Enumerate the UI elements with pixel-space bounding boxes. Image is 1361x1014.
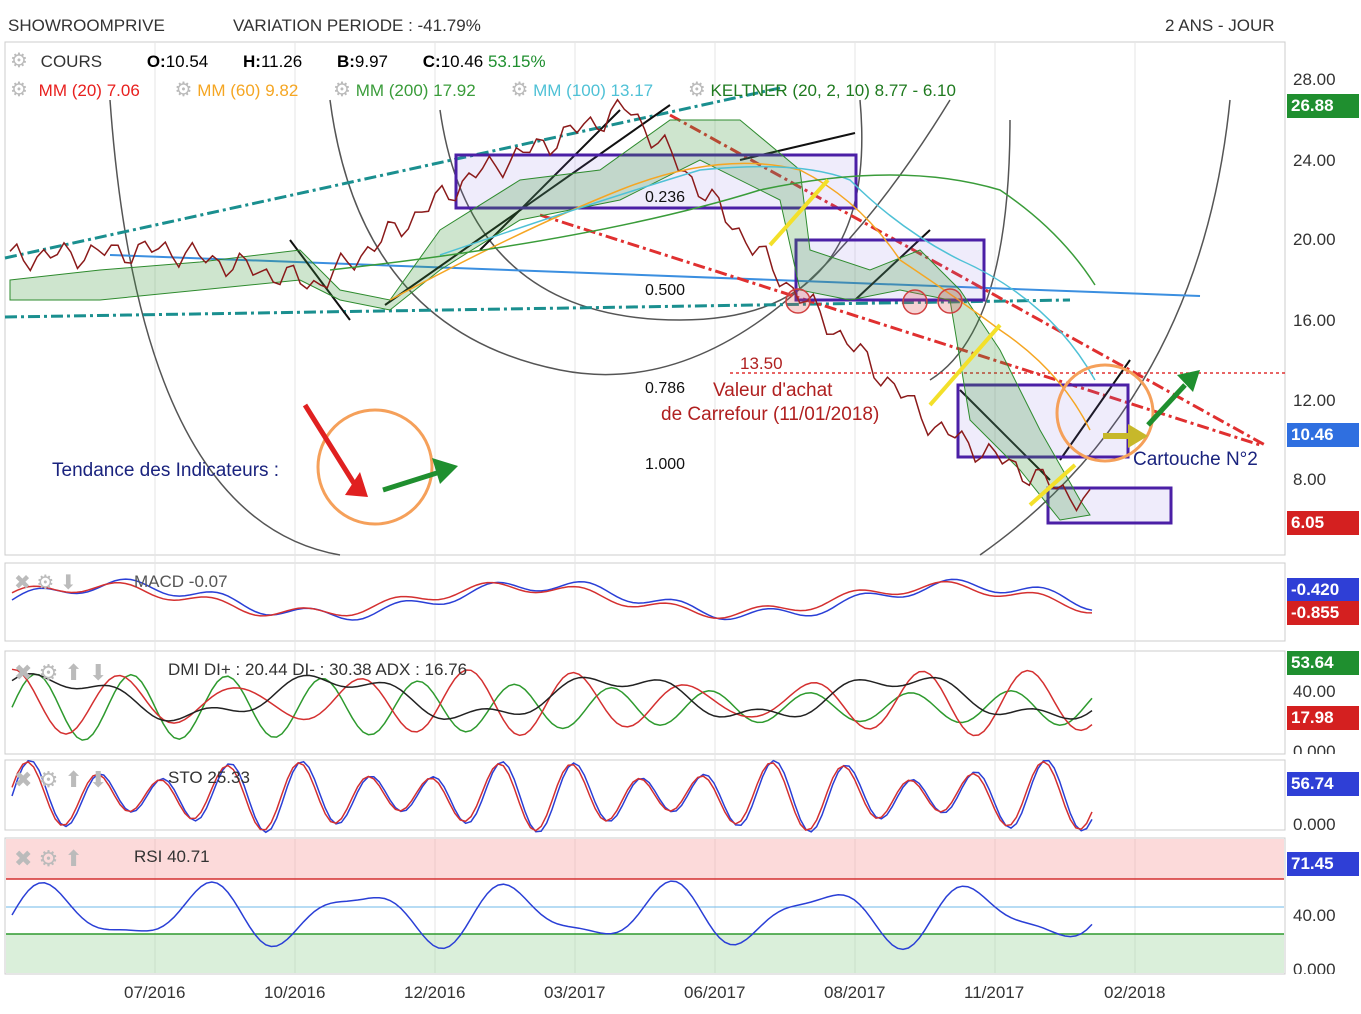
macd-line	[11, 578, 1093, 621]
x-tick: 11/2017	[964, 983, 1025, 1002]
trend-arrows	[302, 370, 1200, 497]
support-circles	[785, 288, 963, 315]
price-tick: 28.00	[1293, 70, 1336, 89]
fib-0500: 0.500	[645, 282, 686, 299]
price-badge-high: 26.88	[1287, 94, 1359, 118]
indicators-legend: ⚙ MM (20) 7.06 ⚙ MM (60) 9.82 ⚙ MM (200)…	[10, 79, 956, 101]
symbol: SHOWROOMPRIVE	[8, 16, 165, 35]
price-tick: 12.00	[1293, 391, 1336, 410]
rsi-overbought-zone	[6, 839, 1284, 879]
dmi-tick: 0.000	[1293, 742, 1336, 754]
macd-label: MACD -0.07	[134, 572, 228, 591]
fibonacci-arcs	[109, 99, 1231, 556]
gear-icon[interactable]: ⚙	[510, 79, 529, 101]
x-tick: 08/2017	[824, 983, 886, 1002]
trend-label: Tendance des Indicateurs :	[52, 460, 280, 481]
gear-icon[interactable]: ⚙	[36, 572, 55, 594]
gear-icon[interactable]: ⚙	[38, 660, 59, 685]
yellow-markers	[768, 178, 1077, 507]
di-plus-line	[11, 673, 1093, 741]
rsi-label: RSI 40.71	[134, 847, 210, 866]
buy-label-2: de Carrefour (11/01/2018)	[661, 404, 880, 425]
sto-d-line	[11, 760, 1093, 832]
gear-icon[interactable]: ⚙	[38, 846, 59, 871]
rsi-badge: 71.45	[1287, 852, 1359, 876]
gear-icon[interactable]: ⚙	[174, 79, 193, 101]
arrow-up-icon[interactable]: ⬆	[64, 767, 83, 792]
dmi-controls[interactable]: ✖ ⚙ ⬆ ⬇	[14, 660, 107, 686]
close-icon[interactable]: ✖	[14, 572, 31, 594]
dmi-tick: 40.00	[1293, 682, 1336, 701]
arrow-up-icon[interactable]: ⬆	[64, 846, 83, 871]
gear-icon[interactable]: ⚙	[10, 79, 28, 101]
variation: VARIATION PERIODE : -41.79%	[233, 16, 481, 35]
x-tick: 07/2016	[124, 983, 186, 1002]
arrow-down-icon[interactable]: ⬇	[59, 572, 77, 594]
grid-lines	[154, 42, 1136, 974]
rsi-line	[11, 880, 1093, 951]
trend-circle	[316, 408, 434, 526]
arrow-down-icon[interactable]: ⬇	[88, 767, 108, 792]
cartouche-label: Cartouche N°2	[1133, 449, 1258, 470]
arrow-down-icon[interactable]: ⬇	[88, 660, 108, 685]
gear-icon[interactable]: ⚙	[333, 79, 351, 101]
sto-label: STO 25.33	[168, 768, 250, 787]
price-series	[9, 98, 1091, 513]
fib-0236: 0.236	[645, 189, 686, 206]
price-zones	[454, 153, 1173, 525]
x-tick: 12/2016	[404, 983, 466, 1002]
close-icon[interactable]: ✖	[14, 846, 33, 871]
period[interactable]: 2 ANS - JOUR	[1165, 16, 1275, 35]
macd-signal	[11, 580, 1093, 620]
level-label: 13.50	[740, 354, 783, 373]
resistance-line	[4, 86, 781, 260]
red-trend-1	[669, 113, 1266, 447]
gear-icon[interactable]: ⚙	[687, 79, 706, 101]
sto-controls[interactable]: ✖ ⚙ ⬆ ⬇	[14, 767, 107, 793]
close-icon[interactable]: ✖	[14, 660, 33, 685]
ohlc-legend: ⚙ COURS O:10.54 H:11.26 B:9.97 C:10.46 5…	[10, 50, 546, 72]
macd-controls[interactable]: ✖ ⚙ ⬇	[14, 570, 77, 595]
close-icon[interactable]: ✖	[14, 767, 33, 792]
keltner-band	[9, 119, 1091, 521]
rsi-tick: 0.000	[1293, 960, 1336, 974]
adx-line	[11, 673, 1093, 722]
rsi-oversold-zone	[6, 934, 1284, 973]
price-badge-low: 6.05	[1287, 511, 1359, 535]
sto-badge: 56.74	[1287, 772, 1359, 796]
sto-tick: 0.000	[1293, 815, 1336, 834]
support-line	[4, 298, 1071, 319]
x-tick: 02/2018	[1104, 983, 1166, 1002]
x-tick: 03/2017	[544, 983, 606, 1002]
dmi-badge-1: 53.64	[1287, 651, 1359, 675]
macd-badge-2: -0.855	[1287, 601, 1359, 625]
buy-label-1: Valeur d'achat	[713, 380, 833, 401]
x-tick: 10/2016	[264, 983, 326, 1002]
gear-icon[interactable]: ⚙	[38, 767, 59, 792]
macd-badge-1: -0.420	[1287, 578, 1359, 602]
price-tick: 20.00	[1293, 230, 1336, 249]
arrow-up-icon[interactable]: ⬆	[64, 660, 83, 685]
gear-icon[interactable]: ⚙	[10, 50, 28, 72]
blue-trend	[109, 254, 1201, 297]
price-badge-last: 10.46	[1287, 423, 1359, 447]
cartouche-circle	[1055, 363, 1155, 463]
red-trend-2	[539, 213, 1261, 447]
rsi-tick: 40.00	[1293, 906, 1336, 925]
dmi-label: DMI DI+ : 20.44 DI- : 30.38 ADX : 16.76	[168, 660, 468, 679]
mm200-line	[329, 174, 1096, 286]
price-tick: 16.00	[1293, 311, 1336, 330]
fib-1000: 1.000	[645, 456, 686, 473]
dmi-badge-2: 17.98	[1287, 706, 1359, 730]
black-trendlines	[289, 104, 1131, 481]
fib-0786: 0.786	[645, 380, 686, 397]
price-tick: 24.00	[1293, 151, 1336, 170]
rsi-controls[interactable]: ✖ ⚙ ⬆	[14, 846, 83, 872]
price-tick: 8.00	[1293, 470, 1327, 489]
x-tick: 06/2017	[684, 983, 746, 1002]
